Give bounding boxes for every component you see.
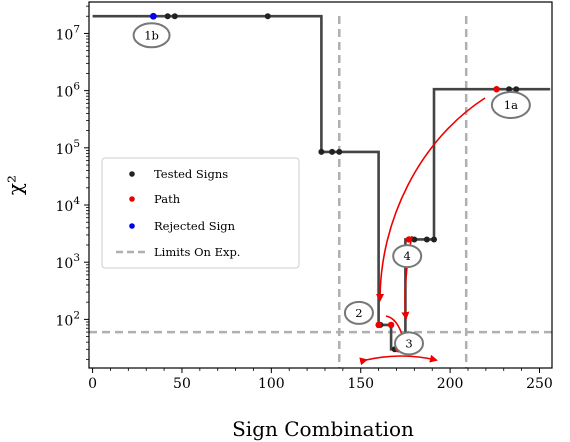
legend-marker-path [129,196,135,202]
annotation-ellipse-1a [490,91,531,120]
rejected-sign-point [149,12,157,20]
annotation-label-1b: 1b [144,28,159,42]
limits-layer [89,16,552,368]
annotation-ellipse-3 [393,331,424,356]
path-point [375,321,382,329]
annotation-label-3: 3 [405,336,412,350]
legend-label-limits: Limits On Exp. [154,245,240,259]
tested-sign-point [171,13,178,20]
legend-box [101,157,300,269]
tested-sign-point [513,86,520,93]
annotations-layer: 1a 1b 2 3 4 [132,22,531,356]
y-tick-label: 102 [55,309,80,329]
legend-label-path: Path [154,192,181,206]
tested-sign-point [336,148,343,155]
annotation-label-2: 2 [355,306,362,320]
tested-sign-point [318,148,325,155]
legend-label-tested: Tested Signs [154,167,228,181]
tested-sign-point [164,13,171,20]
y-tick-label: 107 [55,23,80,43]
annotation-label-4: 4 [404,249,411,263]
y-tick-label: 104 [55,195,80,215]
y-tick-label: 103 [55,252,80,272]
axes-layer: 0 50 100 150 200 250 102 103 104 105 106 107 [55,1,553,392]
tested-sign-point [431,236,438,243]
x-tick-label: 200 [437,376,464,392]
x-tick-label: 50 [173,376,191,392]
step-line-layer [92,14,551,351]
x-tick-label: 250 [526,376,553,392]
range-arrow [359,354,438,366]
y-tick-label: 106 [55,81,80,101]
x-tick-label: 100 [258,376,285,392]
annotation-ellipse-1b [132,22,171,49]
y-axis-label-text: χ² [3,175,27,195]
x-axis-label: Sign Combination [232,417,414,441]
legend: Tested Signs Path Rejected Sign Limits O… [101,157,300,269]
tested-sign-point [411,236,418,243]
path-arrow-1a-to-2 [376,97,486,302]
legend-marker-rejected [129,223,135,229]
legend-label-rejected: Rejected Sign [154,219,236,233]
tested-sign-point [329,148,336,155]
annotation-ellipse-2 [343,300,374,325]
annotation-label-1a: 1a [504,98,518,112]
annotation-ellipse-4 [392,244,423,269]
x-tick-label: 0 [88,376,97,392]
y-axis-label: χ² [3,175,27,195]
path-point [493,85,500,93]
plot-frame [88,1,553,369]
tested-sign-point [264,13,271,20]
chi2-step-line [92,14,551,351]
tested-sign-point [423,236,430,243]
x-tick-label: 150 [347,376,374,392]
legend-marker-tested [129,171,135,177]
path-point [387,321,395,329]
y-tick-label: 105 [55,138,80,158]
tested-sign-point [506,86,513,93]
